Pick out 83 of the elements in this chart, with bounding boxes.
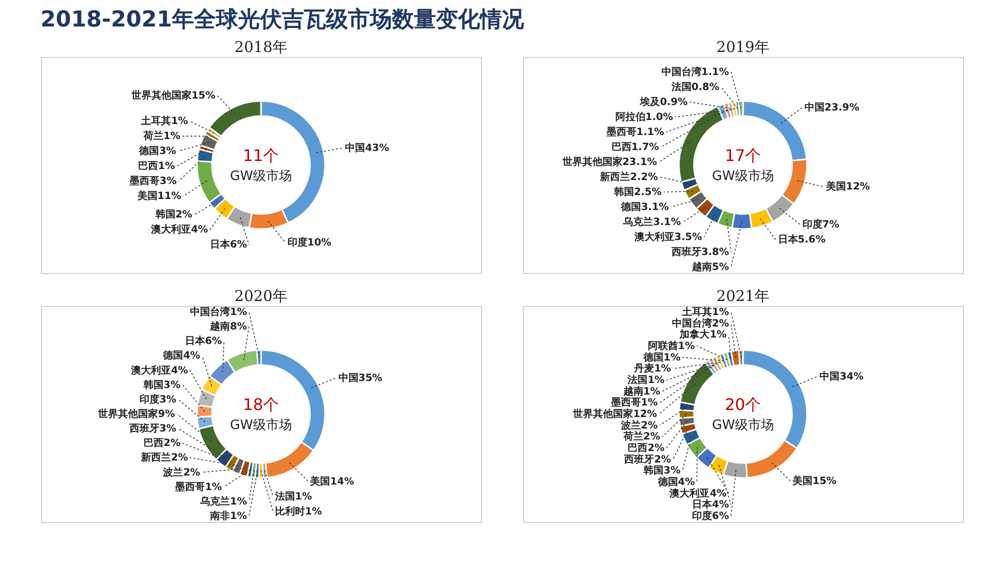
slice-label: 法国0.8% (670, 81, 720, 93)
slice-label: 乌克兰3.1% (622, 216, 681, 228)
text: GW级市场 (230, 169, 292, 184)
slice-label: 美国15% (792, 475, 836, 488)
slice-label: 世界其他国家15% (130, 90, 216, 102)
slice-label: 南非1% (209, 510, 247, 522)
slice-label: 巴西1% (138, 161, 176, 172)
slice-label: 澳大利亚4% (668, 487, 727, 500)
slice-label: 中国35% (338, 372, 382, 384)
slice-label: 越南8% (209, 320, 247, 333)
slice-label: 韩国2.5% (612, 186, 662, 198)
text: 17个 (724, 146, 762, 165)
slice-label: 阿联酋1% (648, 340, 695, 352)
slice-label: 阿拉伯1.0% (615, 111, 673, 123)
slice-label: 世界其他国家9% (97, 408, 175, 420)
slice-label: 中国台湾1.1% (661, 66, 729, 78)
slice-label: 荷兰1% (142, 130, 180, 142)
slice-label: 巴西2% (628, 443, 665, 454)
slice-label: 印度7% (802, 218, 840, 231)
slice-label: 新西兰2% (140, 452, 188, 464)
slice-label: 加拿大1% (678, 328, 727, 341)
slice-label: 美国12% (825, 180, 870, 193)
slice-label: 墨西哥3% (128, 175, 177, 188)
slice-label: 中国台湾1% (190, 306, 247, 318)
text: 20个 (724, 395, 762, 414)
slice-label: 丹麦1% (633, 362, 672, 375)
slice-label: 日本6% (210, 238, 247, 251)
slice-label: 中国台湾2% (672, 317, 729, 330)
slice-label: 德国1% (642, 351, 681, 364)
slice-label: 德国3.1% (620, 201, 669, 213)
slice-label: 墨西哥1% (174, 480, 222, 493)
slice-label: 墨西哥1% (610, 396, 658, 409)
text: GW级市场 (712, 418, 774, 433)
slice-label: 中国43% (345, 142, 390, 154)
slice-label: 澳大利亚3.5% (633, 231, 702, 243)
slice-label: 土耳其1% (140, 115, 188, 128)
chart-title: 2018年 (234, 38, 288, 56)
chart-title: 2020年 (234, 287, 288, 305)
slice-label: 韩国2% (154, 208, 192, 221)
slice-label: 世界其他国家23.1% (561, 156, 658, 168)
slice-label: 印度6% (692, 510, 729, 522)
slice-label: 土耳其1% (681, 306, 729, 318)
slice-label: 西班牙2% (623, 453, 672, 466)
text: 18个 (242, 395, 280, 414)
slice-label: 巴西1.7% (611, 142, 660, 153)
slice-label: 墨西哥1.1% (605, 126, 664, 138)
slice-label: 西班牙3.8% (670, 246, 729, 258)
text: 11个 (242, 146, 280, 165)
slice-label: 美国11% (136, 190, 182, 202)
slice-label: 越南1% (622, 385, 660, 398)
slice-label: 荷兰2% (622, 430, 660, 443)
slice-label: 世界其他国家12% (572, 408, 657, 420)
slice-label: 比利时1% (275, 505, 322, 518)
slice-label: 印度3% (139, 393, 176, 406)
slice-label: 埃及0.9% (638, 96, 688, 108)
slice-label: 澳大利亚4% (130, 364, 188, 376)
slice-label: 印度10% (287, 236, 332, 248)
text: GW级市场 (230, 418, 292, 433)
slice-label: 巴西2% (144, 438, 180, 450)
chart-title: 2021年 (716, 287, 770, 305)
slice-label: 法国1% (626, 374, 665, 386)
slice-label: 韩国3% (642, 464, 681, 477)
slice-label: 法国1% (274, 490, 312, 502)
slice-label: 西班牙3% (128, 422, 176, 435)
slice-label: 日本6% (184, 335, 222, 348)
slice-label: 德国4% (656, 476, 695, 488)
slice-label: 德国4% (162, 350, 200, 362)
slice-label: 德国3% (138, 145, 176, 158)
slice-label: 美国14% (309, 475, 354, 488)
slice-label: 波兰2% (620, 419, 658, 432)
slice-label: 中国34% (820, 370, 864, 382)
slice-label: 中国23.9% (804, 101, 860, 114)
slice-label: 波兰2% (162, 466, 200, 478)
slice-label: 新西兰2.2% (599, 171, 658, 183)
slice-label: 澳大利亚4% (150, 224, 208, 236)
chart-title: 2019年 (716, 38, 770, 56)
slice-label: 乌克兰1% (199, 495, 247, 508)
text: GW级市场 (712, 169, 774, 184)
slice-label: 越南5% (691, 261, 729, 273)
slice-label: 日本4% (692, 498, 729, 511)
slice-label: 韩国3% (142, 378, 180, 391)
text: 2018-2021年全球光伏吉瓦级市场数量变化情况 (40, 6, 526, 32)
slice-label: 日本5.6% (778, 234, 826, 246)
